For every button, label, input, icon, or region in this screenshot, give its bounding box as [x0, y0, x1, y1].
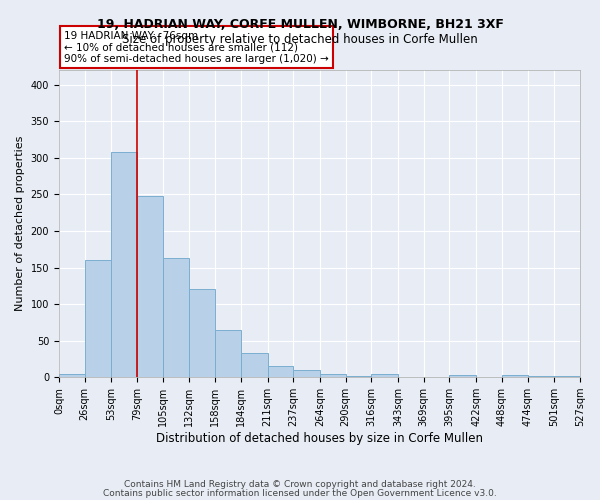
Bar — [293, 370, 320, 377]
Bar — [215, 330, 241, 377]
Bar — [527, 376, 554, 377]
Bar — [371, 374, 398, 377]
Text: Contains HM Land Registry data © Crown copyright and database right 2024.: Contains HM Land Registry data © Crown c… — [124, 480, 476, 489]
Bar — [190, 290, 215, 377]
Text: Contains public sector information licensed under the Open Government Licence v3: Contains public sector information licen… — [103, 489, 497, 498]
Bar — [241, 353, 268, 377]
Bar — [554, 376, 580, 377]
Bar — [137, 196, 163, 377]
Text: 19, HADRIAN WAY, CORFE MULLEN, WIMBORNE, BH21 3XF: 19, HADRIAN WAY, CORFE MULLEN, WIMBORNE,… — [97, 18, 503, 30]
Bar — [59, 374, 85, 377]
X-axis label: Distribution of detached houses by size in Corfe Mullen: Distribution of detached houses by size … — [156, 432, 483, 445]
Bar — [346, 376, 371, 377]
Bar — [449, 375, 476, 377]
Bar — [112, 152, 137, 377]
Bar — [85, 260, 112, 377]
Bar — [320, 374, 346, 377]
Text: Size of property relative to detached houses in Corfe Mullen: Size of property relative to detached ho… — [122, 32, 478, 46]
Bar — [268, 366, 293, 377]
Y-axis label: Number of detached properties: Number of detached properties — [15, 136, 25, 312]
Bar — [502, 375, 527, 377]
Bar — [163, 258, 190, 377]
Text: 19 HADRIAN WAY:  76sqm
← 10% of detached houses are smaller (112)
90% of semi-de: 19 HADRIAN WAY: 76sqm ← 10% of detached … — [64, 30, 329, 64]
